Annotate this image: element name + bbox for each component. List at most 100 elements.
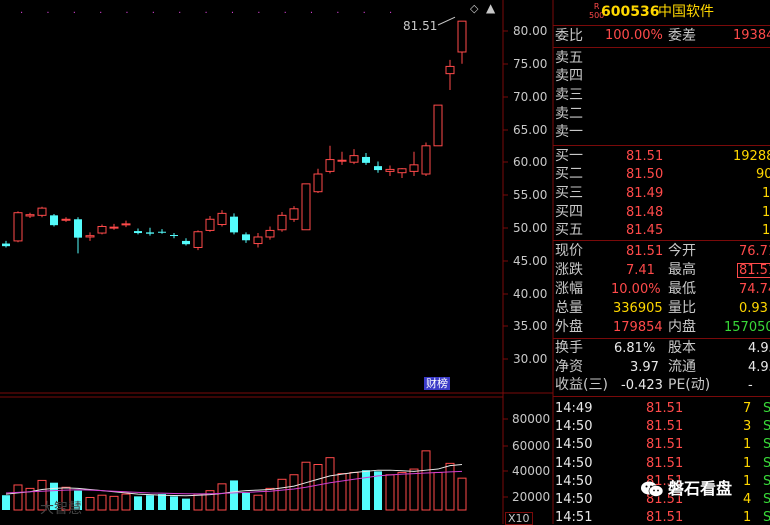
buy-volume: 1 <box>762 186 770 201</box>
candle-body <box>50 215 58 226</box>
candle-body <box>37 207 47 216</box>
tick-volume: 1 <box>743 456 752 471</box>
stat-value-2: 76.71 <box>739 244 770 259</box>
stat-value: 336905 <box>613 301 663 316</box>
candle-body <box>289 208 299 220</box>
panel-divider <box>553 25 770 26</box>
tick-flag: S <box>763 419 770 434</box>
candle-body <box>25 214 35 217</box>
stat-value: 10.00% <box>611 282 661 297</box>
candle-body <box>385 168 395 172</box>
volume-bar <box>85 496 95 511</box>
volume-bar <box>385 474 395 511</box>
tick-price: 81.51 <box>646 456 684 471</box>
volume-tick-label: 60000 <box>512 439 551 453</box>
buy-volume: 1 <box>762 205 770 220</box>
event-tag[interactable]: 财榜 <box>424 377 450 390</box>
overlay-logo-text: 磐石看盘 <box>668 479 733 498</box>
buy-price: 81.50 <box>626 167 664 182</box>
candle-body <box>277 214 287 231</box>
candle-body <box>325 159 335 172</box>
market-badge: R 500 <box>589 2 604 20</box>
volume-bar <box>337 473 347 511</box>
sell-level-label: 卖四 <box>555 68 583 84</box>
candle-body <box>337 159 347 162</box>
wechat-icon <box>641 481 664 497</box>
weibi-label: 委比 <box>555 28 583 44</box>
candle-body <box>170 235 178 237</box>
volume-tick-label: 20000 <box>512 490 551 504</box>
tick-price: 81.51 <box>646 437 684 452</box>
tick-time: 14:50 <box>555 492 593 507</box>
weibi-value: 100.00% <box>605 28 663 43</box>
sell-level-label: 卖五 <box>555 50 583 66</box>
up-triangle-icon[interactable]: ▲ <box>486 1 496 15</box>
volume-bar <box>205 490 215 511</box>
buy-level-label: 买五 <box>555 222 583 238</box>
indicator-dots: · · · · · · · · · · · · · · · <box>20 8 403 19</box>
stat-label-2: 量比 <box>668 300 696 316</box>
candle-body <box>421 145 431 175</box>
tick-time: 14:50 <box>555 456 593 471</box>
stat-label-2: 内盘 <box>668 319 696 335</box>
volume-bar <box>253 494 263 511</box>
wechat-logo <box>640 480 664 498</box>
price-tick-label: 70.00 <box>513 90 548 104</box>
extra-value-2: 4.95亿 <box>748 341 770 356</box>
volume-bar <box>37 479 47 511</box>
stat-value-2: 0.93 <box>739 301 768 316</box>
badge-bottom: 500 <box>589 11 605 20</box>
stat-label-2: 今开 <box>668 243 696 259</box>
tick-time: 14:50 <box>555 419 593 434</box>
candle-body <box>158 231 166 233</box>
volume-bar <box>289 474 299 511</box>
diamond-icon[interactable]: ◇ <box>470 2 479 15</box>
candle-body <box>313 173 323 193</box>
volume-bar <box>61 486 71 511</box>
candle-body <box>301 183 311 231</box>
tick-volume: 3 <box>743 419 752 434</box>
volume-bar <box>97 494 107 511</box>
tick-price: 81.51 <box>646 510 684 525</box>
sell-level-label: 卖三 <box>555 87 583 103</box>
stat-label: 现价 <box>555 243 583 259</box>
candle-body <box>134 231 142 234</box>
buy-price: 81.49 <box>626 186 664 201</box>
stat-value-2: 81.51 <box>737 263 770 278</box>
volume-bar <box>301 461 311 511</box>
candle-body <box>217 212 227 226</box>
volume-bar <box>109 495 119 511</box>
tick-price: 81.51 <box>646 419 684 434</box>
extra-value: -0.423 <box>621 378 663 393</box>
candle-body <box>230 216 238 233</box>
extra-label-2: 流通 <box>668 359 696 375</box>
volume-bar <box>313 464 323 511</box>
volume-bar <box>397 471 407 511</box>
sell-level-label: 卖二 <box>555 106 583 122</box>
tick-volume: 4 <box>743 492 752 507</box>
candle-body <box>457 20 467 53</box>
buy-price: 81.51 <box>626 149 664 164</box>
extra-value: 6.81% <box>614 341 656 356</box>
candle-body <box>109 226 119 229</box>
volume-bar <box>146 495 154 510</box>
buy-level-label: 买一 <box>555 148 583 164</box>
panel-divider <box>553 47 770 48</box>
panel-divider <box>553 396 770 397</box>
volume-bar <box>25 487 35 511</box>
candle-body <box>2 243 10 247</box>
candle-body <box>205 218 215 231</box>
panel-divider <box>553 338 770 339</box>
extra-label: 收益(三) <box>555 377 608 393</box>
stat-label: 涨幅 <box>555 281 583 297</box>
extra-label: 换手 <box>555 340 583 356</box>
extra-label: 净资 <box>555 359 583 375</box>
panel-divider <box>553 145 770 146</box>
extra-value-2: 4.95亿 <box>748 360 770 375</box>
volume-bar <box>445 462 455 511</box>
candle-body <box>74 219 82 238</box>
tick-volume: 1 <box>743 510 752 525</box>
candle-body <box>193 231 203 248</box>
